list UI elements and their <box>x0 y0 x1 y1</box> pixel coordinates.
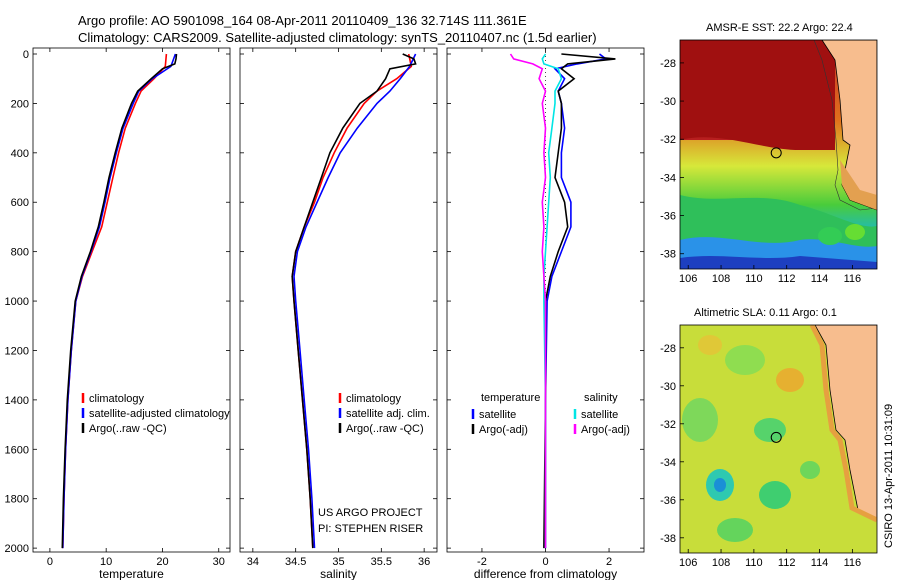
y-tick-label: 600 <box>11 197 29 209</box>
map-x-tick-label: 108 <box>712 557 730 569</box>
series-line-temperature-argo-adj- <box>543 53 616 549</box>
map-y-tick-label: -36 <box>660 211 676 223</box>
map-x-tick-label: 108 <box>712 273 730 285</box>
map-x-tick-label: 116 <box>844 557 862 569</box>
sla-map-title: Altimetric SLA: 0.11 Argo: 0.1 <box>694 307 837 319</box>
legend-label: Argo(-adj) <box>581 424 630 436</box>
map-x-tick-label: 106 <box>679 273 697 285</box>
map-x-tick-label: 112 <box>778 557 796 569</box>
profile-panel-2: 34 34.5 35 35.5 36 salinity climatology satelli… <box>239 47 438 580</box>
x-axis-label: salinity <box>320 567 357 580</box>
x-tick-label: 10 <box>100 556 112 568</box>
legend-title-salinity: salinity <box>584 392 618 404</box>
y-tick-label: 800 <box>11 247 29 259</box>
x-tick-label: 35.5 <box>371 556 392 568</box>
climatology-subtitle: Climatology: CARS2009. Satellite-adjuste… <box>78 30 597 45</box>
y-tick-label: 0 <box>23 49 29 61</box>
map-y-tick-label: -34 <box>660 457 676 469</box>
y-tick-label: 2000 <box>5 543 29 555</box>
legend-label: climatology <box>346 393 402 405</box>
x-tick-label: 20 <box>156 556 168 568</box>
y-tick-label: 1000 <box>5 296 29 308</box>
float-position-marker <box>770 431 782 443</box>
map-y-tick-label: -38 <box>660 249 676 261</box>
y-tick-label: 1600 <box>5 444 29 456</box>
sst-map-title: AMSR-E SST: 22.2 Argo: 22.4 <box>706 22 853 34</box>
map-y-tick-label: -30 <box>660 381 676 393</box>
series-line-salinity-argo-adj- <box>509 53 547 549</box>
legend-label: satellite-adjusted climatology <box>89 408 230 420</box>
profile-panel-1: 0 200 400 600 800 1000 1200 1400 1600 1800 2000 0 10… <box>5 47 231 580</box>
sst-map <box>680 40 877 269</box>
x-tick-label: -2 <box>477 556 487 568</box>
legend-label: Argo(-adj) <box>479 424 528 436</box>
legend-label: climatology <box>89 393 145 405</box>
x-tick-label: 35 <box>332 556 344 568</box>
y-tick-label: 1200 <box>5 345 29 357</box>
legend-label: Argo(..raw -QC) <box>89 423 167 435</box>
map-y-tick-label: -32 <box>660 134 676 146</box>
x-tick-label: 34.5 <box>285 556 306 568</box>
x-tick-label: 0 <box>542 556 548 568</box>
legend-label: satellite adj. clim. <box>346 408 430 420</box>
x-axis-label: difference from climatology <box>474 567 617 580</box>
plot-frame <box>32 47 231 553</box>
project-note: US ARGO PROJECT PI: STEPHEN RISER <box>318 505 423 537</box>
map-y-tick-label: -28 <box>660 343 676 355</box>
legend-title-temperature: temperature <box>481 392 540 404</box>
project-pi: PI: STEPHEN RISER <box>318 523 424 535</box>
timestamp: CSIRO 13-Apr-2011 10:31:09 <box>883 403 895 548</box>
series-line-argo-raw-qc- <box>61 53 178 549</box>
map-y-tick-label: -28 <box>660 58 676 70</box>
map-x-tick-label: 110 <box>745 557 763 569</box>
project-name: US ARGO PROJECT <box>318 507 423 519</box>
map-y-tick-label: -34 <box>660 172 676 184</box>
profile-title: Argo profile: AO 5901098_164 08-Apr-2011… <box>78 13 527 28</box>
x-tick-label: 30 <box>213 556 225 568</box>
map-y-tick-label: -38 <box>660 533 676 545</box>
y-tick-label: 400 <box>11 148 29 160</box>
float-position-marker <box>770 147 782 159</box>
map-y-tick-label: -32 <box>660 419 676 431</box>
x-tick-label: 36 <box>418 556 430 568</box>
map-x-tick-label: 116 <box>844 273 862 285</box>
map-x-tick-label: 114 <box>811 557 829 569</box>
map-x-tick-label: 114 <box>811 273 829 285</box>
legend-label: Argo(..raw -QC) <box>346 423 424 435</box>
y-tick-label: 1800 <box>5 494 29 506</box>
plot-frame <box>239 47 438 553</box>
legend-label: satellite <box>581 409 618 421</box>
map-x-tick-label: 106 <box>679 557 697 569</box>
map-y-tick-label: -30 <box>660 96 676 108</box>
x-tick-label: 0 <box>47 556 53 568</box>
x-tick-label: 2 <box>606 556 612 568</box>
x-axis-label: temperature <box>99 567 164 580</box>
legend-label: satellite <box>479 409 516 421</box>
map-y-tick-label: -36 <box>660 495 676 507</box>
y-tick-label: 1400 <box>5 395 29 407</box>
map-x-tick-label: 110 <box>745 273 763 285</box>
x-tick-label: 34 <box>247 556 259 568</box>
series-line-satellite-adj-clim- <box>293 53 417 549</box>
sla-map <box>680 325 877 553</box>
map-x-tick-label: 112 <box>778 273 796 285</box>
series-line-argo-raw-qc- <box>291 53 417 549</box>
y-tick-label: 200 <box>11 98 29 110</box>
